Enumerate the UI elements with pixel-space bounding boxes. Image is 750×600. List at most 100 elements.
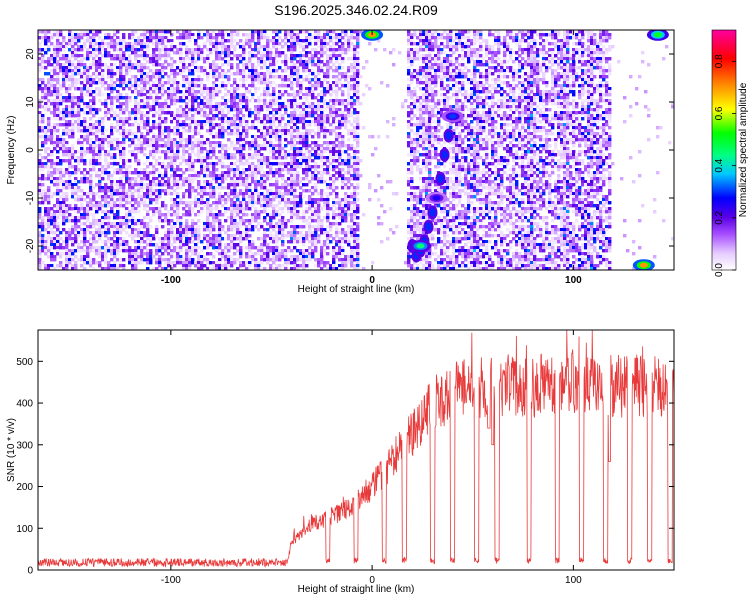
spectrogram-cell	[140, 72, 144, 76]
spectrogram-cell	[203, 84, 207, 88]
spectrogram-cell	[299, 225, 303, 229]
spectrogram-cell	[218, 66, 222, 70]
spectrogram-cell	[278, 54, 282, 58]
spectrogram-cell	[242, 51, 246, 55]
spectrogram-cell	[281, 39, 285, 43]
spectrogram-cell	[149, 36, 153, 40]
spectrogram-cell	[83, 42, 87, 46]
spectrogram-cell	[53, 51, 57, 55]
spectrogram-cell	[86, 252, 90, 256]
spectrogram-cell	[251, 51, 255, 55]
spectrogram-cell	[308, 102, 312, 106]
spectrogram-cell	[47, 198, 51, 202]
spectrogram-cell	[68, 57, 72, 61]
spectrogram-cell	[59, 99, 63, 103]
spectrogram-cell	[227, 225, 231, 229]
spectrogram-cell	[86, 111, 90, 115]
spectrogram-cell	[251, 54, 255, 58]
spectrogram-cell	[161, 177, 165, 181]
spectrogram-cell	[56, 207, 60, 211]
spectrogram-cell	[83, 258, 87, 262]
spectrogram-cell	[260, 180, 264, 184]
spectrogram-cell	[68, 234, 72, 238]
spectrogram-cell	[314, 123, 318, 127]
spectrogram-cell	[86, 141, 90, 145]
spectrogram-cell	[185, 159, 189, 163]
spectrogram-cell	[86, 213, 90, 217]
spectrogram-cell	[44, 36, 48, 40]
spectrogram-cell	[104, 165, 108, 169]
spectrogram-cell	[167, 54, 171, 58]
spectrogram-cell	[80, 141, 84, 145]
spectrogram-cell	[290, 240, 294, 244]
spectrogram-cell	[251, 198, 255, 202]
spectrogram-cell	[212, 207, 216, 211]
spectrogram-cell	[206, 234, 210, 238]
spectrogram-cell	[278, 174, 282, 178]
spectrogram-cell	[89, 75, 93, 79]
spectrogram-cell	[194, 42, 198, 46]
spectrogram-cell	[119, 249, 123, 253]
spectrogram-cell	[155, 180, 159, 184]
spectrogram-cell	[248, 246, 252, 250]
spectrogram-cell	[293, 138, 297, 142]
spectrogram-cell	[98, 147, 102, 151]
spectrogram-cell	[107, 54, 111, 58]
spectrogram-cell	[215, 111, 219, 115]
spectrogram-cell	[125, 108, 129, 112]
spectrogram-cell	[275, 264, 279, 268]
spectrogram-cell	[53, 231, 57, 235]
spectrogram-cell	[131, 108, 135, 112]
spectrogram-cell	[320, 60, 324, 64]
spectrogram-cell	[302, 93, 306, 97]
spectrogram-cell	[194, 189, 198, 193]
spectrogram-cell	[263, 60, 267, 64]
spectrogram-cell	[215, 42, 219, 46]
spectrogram-cell	[224, 252, 228, 256]
spectrogram-cell	[236, 63, 240, 67]
spectrogram-cell	[200, 90, 204, 94]
spectrogram-cell	[191, 168, 195, 172]
spectrogram-cell	[146, 204, 150, 208]
spectrogram-cell	[131, 186, 135, 190]
spectrogram-cell	[260, 75, 264, 79]
spectrogram-cell	[65, 147, 69, 151]
spectrogram-cell	[215, 186, 219, 190]
spectrogram-cell	[242, 93, 246, 97]
spectrogram-cell	[74, 222, 78, 226]
spectrogram-cell	[92, 198, 96, 202]
spectrogram-cell	[209, 222, 213, 226]
spectrogram-cell	[68, 99, 72, 103]
spectrogram-cell	[323, 114, 327, 118]
spectrogram-cell	[59, 123, 63, 127]
spectrogram-cell	[59, 201, 63, 205]
spectrogram-cell	[188, 168, 192, 172]
spectrogram-cell	[128, 45, 132, 49]
spectrogram-cell	[119, 216, 123, 220]
spectrogram-cell	[188, 108, 192, 112]
spectrogram-cell	[41, 219, 45, 223]
spectrogram-cell	[284, 54, 288, 58]
spectrogram-cell	[185, 267, 189, 270]
spectrogram-cell	[59, 207, 63, 211]
spectrogram-cell	[311, 48, 315, 52]
spectrogram-cell	[71, 216, 75, 220]
spectrogram-cell	[98, 123, 102, 127]
spectrogram-cell	[194, 90, 198, 94]
spectrogram-cell	[134, 30, 138, 34]
spectrogram-cell	[167, 222, 171, 226]
spectrogram-cell	[284, 36, 288, 40]
spectrogram-cell	[59, 69, 63, 73]
spectrogram-cell	[176, 66, 180, 70]
spectrogram-cell	[248, 108, 252, 112]
spectrogram-cell	[317, 69, 321, 73]
spectrogram-cell	[236, 84, 240, 88]
spectrogram-cell	[92, 213, 96, 217]
spectrogram-cell	[215, 114, 219, 118]
spectrogram-cell	[50, 219, 54, 223]
spectrogram-cell	[230, 165, 234, 169]
spectrogram-cell	[125, 99, 129, 103]
spectrogram-cell	[287, 105, 291, 109]
spectrogram-cell	[125, 129, 129, 133]
spectrogram-cell	[122, 129, 126, 133]
